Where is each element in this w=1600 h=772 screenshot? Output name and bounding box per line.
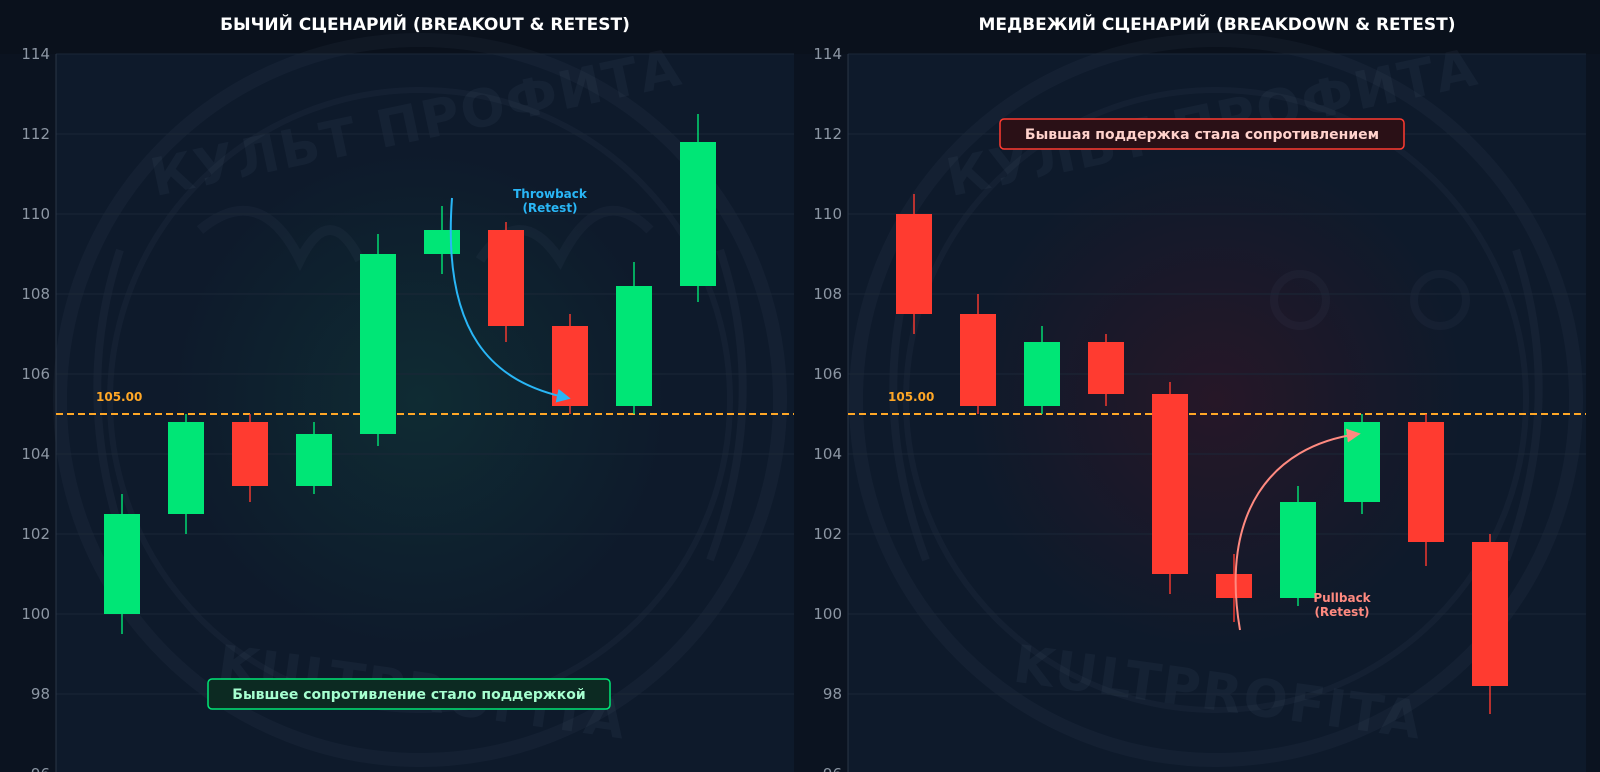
throwback-label: Throwback <box>513 187 588 201</box>
bull-candle-body <box>296 434 332 486</box>
bear-y-tick-label: 108 <box>813 285 842 303</box>
header-bar <box>0 0 1600 54</box>
bull-candle-body <box>616 286 652 406</box>
axes-layer: 96 98 100 102 104 106 108 110 112 114 96 98 100 102 10… <box>21 45 849 772</box>
bear-y-tick-label: 112 <box>813 125 842 143</box>
bull-y-tick-label: 96 <box>31 765 50 772</box>
pullback-arrow <box>1234 428 1361 631</box>
bull-level-label: 105.00 <box>96 390 142 404</box>
bear-callout-box <box>999 118 1405 150</box>
bull-y-tick-label: 104 <box>21 445 50 463</box>
bear-y-tick-label: 100 <box>813 605 842 623</box>
level-layer: 105.00 105.00 <box>56 390 1586 415</box>
candles-layer <box>104 114 1508 714</box>
bear-y-tick-label: 98 <box>823 685 842 703</box>
bull-y-tick-label: 98 <box>31 685 50 703</box>
bull-y-tick-label: 102 <box>21 525 50 543</box>
bull-candle-body <box>232 422 268 486</box>
bull-callout-text: Бывшее сопротивление стало поддержкой <box>232 687 585 703</box>
bear-candle-body <box>1152 394 1188 574</box>
bear-y-tick-label: 110 <box>813 205 842 223</box>
bear-candle-body <box>1280 502 1316 598</box>
bear-level-label: 105.00 <box>888 390 934 404</box>
annotations-layer: Throwback(Retest)Бывшее сопротивление ст… <box>207 118 1405 710</box>
bear-y-tick-label: 114 <box>813 45 842 63</box>
bear-callout-text: Бывшая поддержка стала сопротивлением <box>1025 127 1379 143</box>
bull-candle-body <box>168 422 204 514</box>
bull-callout-box <box>207 678 611 710</box>
bear-y-tick-label: 96 <box>823 765 842 772</box>
bear-candle-body <box>1088 342 1124 394</box>
bear-candle-body <box>960 314 996 406</box>
bull-candle-body <box>552 326 588 406</box>
bear-y-tick-label: 102 <box>813 525 842 543</box>
bear-candle-body <box>1344 422 1380 502</box>
bear-y-tick-label: 104 <box>813 445 842 463</box>
bear-y-tick-label: 106 <box>813 365 842 383</box>
bull-chart-title: БЫЧИЙ СЦЕНАРИЙ (BREAKOUT & RETEST) <box>220 13 630 35</box>
throwback-arrow <box>449 197 571 403</box>
bull-candle-body <box>360 254 396 434</box>
bear-chart-title: МЕДВЕЖИЙ СЦЕНАРИЙ (BREAKDOWN & RETEST) <box>979 13 1456 35</box>
bull-candle-body <box>104 514 140 614</box>
bull-y-tick-label: 100 <box>21 605 50 623</box>
bull-candle-body <box>680 142 716 286</box>
bear-candle-body <box>1472 542 1508 686</box>
bear-candle-body <box>1216 574 1252 598</box>
bull-y-tick-label: 108 <box>21 285 50 303</box>
bull-candle-body <box>488 230 524 326</box>
bull-candle-body <box>424 230 460 254</box>
pullback-sublabel: (Retest) <box>1314 605 1369 619</box>
throwback-sublabel: (Retest) <box>522 201 577 215</box>
bull-y-tick-label: 110 <box>21 205 50 223</box>
watermark-right <box>849 33 1583 767</box>
pullback-label: Pullback <box>1313 591 1371 605</box>
watermark-left <box>53 33 787 767</box>
bear-candle-body <box>1024 342 1060 406</box>
bear-candle-body <box>896 214 932 314</box>
bull-y-tick-label: 106 <box>21 365 50 383</box>
bear-candle-body <box>1408 422 1444 542</box>
bull-y-tick-label: 114 <box>21 45 50 63</box>
bull-y-tick-label: 112 <box>21 125 50 143</box>
